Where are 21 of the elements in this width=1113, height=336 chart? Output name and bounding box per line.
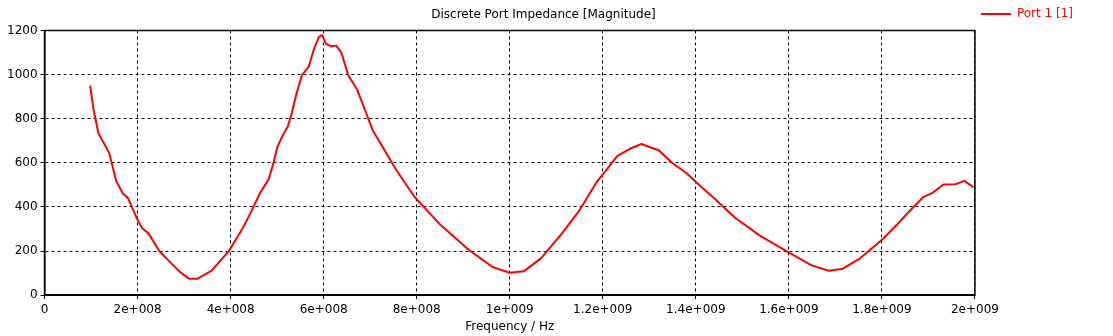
legend-label: Port 1 [1]	[1016, 6, 1074, 21]
x-tick-label: 1.4e+009	[666, 301, 726, 316]
x-tick-label: 1e+009	[485, 301, 534, 316]
x-tick-label: 0	[40, 301, 49, 316]
x-tick-label: 8e+008	[392, 301, 441, 316]
y-tick-label: 200	[14, 243, 38, 258]
y-tick-label: 800	[14, 110, 38, 125]
x-tick-label: 2e+008	[113, 301, 162, 316]
y-tick-label: 1200	[6, 22, 38, 37]
y-tick-label: 600	[14, 154, 38, 169]
x-tick-label: 1.8e+009	[852, 301, 912, 316]
y-tick-label: 1000	[6, 66, 38, 81]
y-tick-label: 0	[29, 287, 38, 302]
x-tick-label: 4e+008	[206, 301, 255, 316]
y-tick-label: 400	[14, 199, 38, 214]
x-tick-label: 2e+009	[950, 301, 999, 316]
chart-title: Discrete Port Impedance [Magnitude]	[431, 7, 656, 22]
x-axis-title: Frequency / Hz	[465, 318, 555, 333]
x-tick-label: 6e+008	[299, 301, 348, 316]
x-tick-label: 1.6e+009	[759, 301, 819, 316]
x-tick-label: 1.2e+009	[573, 301, 633, 316]
